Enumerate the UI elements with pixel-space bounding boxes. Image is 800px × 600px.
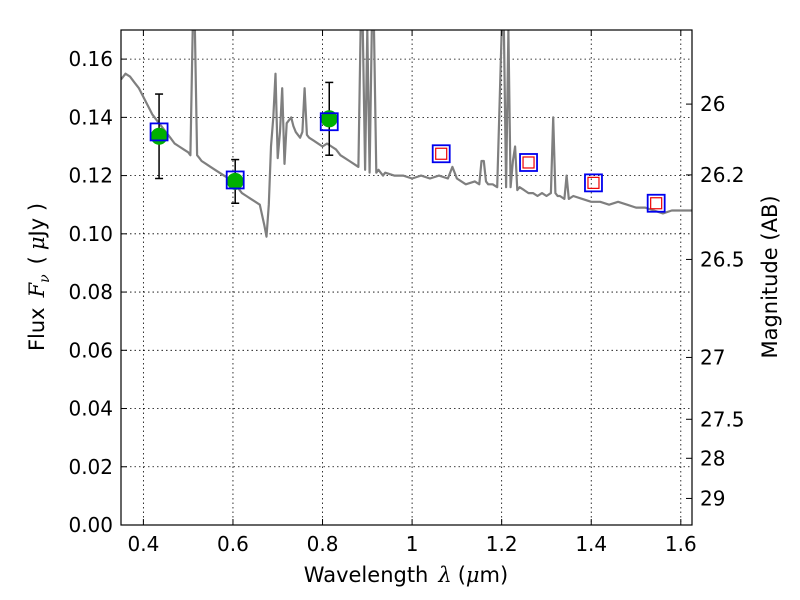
model-flux-square (431, 144, 451, 164)
y-tick-label: 0.08 (68, 280, 113, 304)
y2-tick-label: 27 (700, 345, 725, 369)
y2-tick-label: 26.5 (700, 247, 745, 271)
x-tick-label: 1 (406, 532, 419, 556)
grid-lines (121, 30, 692, 526)
x-tick-label: 1.6 (665, 532, 697, 556)
x-axis-symbol: λ (437, 563, 451, 587)
y-axis-unit-open: ( (25, 256, 49, 264)
predicted-flux-square (650, 197, 663, 210)
plot-background (121, 30, 692, 525)
y-tick-label: 0.12 (68, 164, 113, 188)
x-axis-unit-open: ( (458, 563, 466, 587)
y2-tick-label: 26.2 (700, 163, 745, 187)
tick-labels: 0.4 0.6 0.8 1 1.2 1.4 1.6 0.00 0.02 0.04 0.06 0.08 0… (68, 47, 744, 556)
y-tick-label: 0.04 (68, 397, 113, 421)
model-flux-square (319, 112, 339, 132)
observed-flux-point (226, 172, 244, 190)
model-flux-square (149, 122, 169, 142)
y-tick-label: 0.02 (68, 455, 113, 479)
y-tick-label: 0.00 (68, 513, 113, 537)
tick-marks (121, 30, 692, 526)
x-tick-label: 1.4 (575, 532, 607, 556)
x-axis-unit-rest: m) (480, 563, 509, 587)
y-axis-unit-rest: Jy ) (25, 203, 49, 239)
model-flux-square (646, 193, 666, 213)
x-tick-label: 0.8 (307, 532, 339, 556)
y2-tick-label: 29 (700, 486, 725, 510)
model-flux-square (225, 170, 245, 190)
marker-layer (149, 81, 666, 213)
y-axis-symbol: F (25, 281, 49, 298)
y-tick-label: 0.06 (68, 338, 113, 362)
x-tick-label: 0.6 (217, 532, 249, 556)
y-axis-subscript: ν (37, 274, 53, 283)
x-axis-unit-mu: μ (466, 563, 480, 587)
y-tick-label: 0.10 (68, 222, 113, 246)
plot-frame (120, 29, 693, 526)
y-axis-unit-mu: μ (25, 236, 49, 250)
x-axis-label-text: Wavelength (304, 563, 429, 587)
model-flux-square (584, 173, 603, 193)
x-tick-label: 1.2 (486, 532, 518, 556)
series-layer (121, 30, 692, 238)
predicted-flux-square (522, 156, 535, 169)
y2-axis-label: Magnitude (AB) (758, 195, 782, 358)
model-flux-square (519, 153, 538, 172)
y2-tick-label: 28 (700, 446, 725, 470)
y-axis-label-text: Flux (25, 307, 49, 351)
plot-area (121, 30, 692, 238)
y-axis-label: Flux Fν ( μJy ) (25, 203, 53, 351)
predicted-flux-square (587, 176, 600, 189)
y2-tick-label: 27.5 (700, 407, 745, 431)
y-tick-label: 0.14 (68, 105, 113, 129)
spectrum-line (121, 30, 692, 238)
x-tick-label: 0.4 (127, 532, 159, 556)
observed-flux-point (150, 127, 168, 145)
x-axis-label: Wavelength λ (μm) (304, 563, 508, 587)
y2-tick-label: 26 (700, 92, 725, 116)
predicted-flux-square (435, 147, 448, 160)
y-tick-label: 0.16 (68, 47, 113, 71)
